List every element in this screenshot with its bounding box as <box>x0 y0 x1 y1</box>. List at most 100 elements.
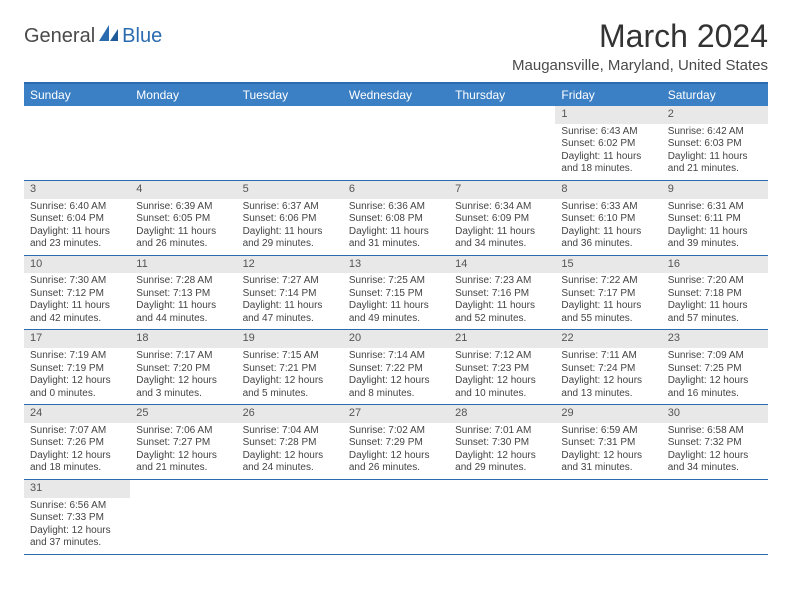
day-header-cell: Thursday <box>449 84 555 106</box>
sunset-line: Sunset: 7:17 PM <box>561 288 655 301</box>
calendar: SundayMondayTuesdayWednesdayThursdayFrid… <box>24 82 768 555</box>
daylight-line: Daylight: 12 hours and 3 minutes. <box>136 375 230 400</box>
daylight-line: Daylight: 12 hours and 0 minutes. <box>30 375 124 400</box>
sunrise-line: Sunrise: 7:11 AM <box>561 350 655 363</box>
sunrise-line: Sunrise: 6:56 AM <box>30 500 124 513</box>
day-details: Sunrise: 7:28 AMSunset: 7:13 PMDaylight:… <box>130 273 236 329</box>
day-cell: 26Sunrise: 7:04 AMSunset: 7:28 PMDayligh… <box>237 405 343 479</box>
sunrise-line: Sunrise: 6:58 AM <box>668 425 762 438</box>
sunset-line: Sunset: 7:21 PM <box>243 363 337 376</box>
sunrise-line: Sunrise: 7:25 AM <box>349 275 443 288</box>
day-number: 14 <box>449 256 555 274</box>
sunset-line: Sunset: 7:29 PM <box>349 437 443 450</box>
day-details: Sunrise: 6:40 AMSunset: 6:04 PMDaylight:… <box>24 199 130 255</box>
daylight-line: Daylight: 11 hours and 44 minutes. <box>136 300 230 325</box>
day-cell: 15Sunrise: 7:22 AMSunset: 7:17 PMDayligh… <box>555 256 661 330</box>
day-cell: 23Sunrise: 7:09 AMSunset: 7:25 PMDayligh… <box>662 330 768 404</box>
empty-cell <box>555 480 661 554</box>
daylight-line: Daylight: 11 hours and 31 minutes. <box>349 226 443 251</box>
sunset-line: Sunset: 6:09 PM <box>455 213 549 226</box>
sunrise-line: Sunrise: 7:22 AM <box>561 275 655 288</box>
day-cell: 21Sunrise: 7:12 AMSunset: 7:23 PMDayligh… <box>449 330 555 404</box>
empty-cell <box>449 106 555 180</box>
day-number: 30 <box>662 405 768 423</box>
day-number: 7 <box>449 181 555 199</box>
sunrise-line: Sunrise: 7:17 AM <box>136 350 230 363</box>
sunset-line: Sunset: 6:05 PM <box>136 213 230 226</box>
day-number: 17 <box>24 330 130 348</box>
day-details: Sunrise: 7:27 AMSunset: 7:14 PMDaylight:… <box>237 273 343 329</box>
day-number: 4 <box>130 181 236 199</box>
day-cell: 22Sunrise: 7:11 AMSunset: 7:24 PMDayligh… <box>555 330 661 404</box>
empty-cell <box>130 106 236 180</box>
daylight-line: Daylight: 11 hours and 29 minutes. <box>243 226 337 251</box>
daylight-line: Daylight: 12 hours and 13 minutes. <box>561 375 655 400</box>
empty-cell <box>130 480 236 554</box>
sunrise-line: Sunrise: 7:30 AM <box>30 275 124 288</box>
day-cell: 5Sunrise: 6:37 AMSunset: 6:06 PMDaylight… <box>237 181 343 255</box>
day-cell: 28Sunrise: 7:01 AMSunset: 7:30 PMDayligh… <box>449 405 555 479</box>
day-details: Sunrise: 7:30 AMSunset: 7:12 PMDaylight:… <box>24 273 130 329</box>
day-details: Sunrise: 6:42 AMSunset: 6:03 PMDaylight:… <box>662 124 768 180</box>
daylight-line: Daylight: 11 hours and 52 minutes. <box>455 300 549 325</box>
sunset-line: Sunset: 7:25 PM <box>668 363 762 376</box>
daylight-line: Daylight: 12 hours and 31 minutes. <box>561 450 655 475</box>
sunrise-line: Sunrise: 7:04 AM <box>243 425 337 438</box>
day-details: Sunrise: 7:09 AMSunset: 7:25 PMDaylight:… <box>662 348 768 404</box>
sunrise-line: Sunrise: 7:19 AM <box>30 350 124 363</box>
daylight-line: Daylight: 12 hours and 10 minutes. <box>455 375 549 400</box>
sunset-line: Sunset: 7:31 PM <box>561 437 655 450</box>
day-cell: 3Sunrise: 6:40 AMSunset: 6:04 PMDaylight… <box>24 181 130 255</box>
empty-cell <box>662 480 768 554</box>
sunset-line: Sunset: 7:32 PM <box>668 437 762 450</box>
daylight-line: Daylight: 12 hours and 16 minutes. <box>668 375 762 400</box>
day-details: Sunrise: 7:07 AMSunset: 7:26 PMDaylight:… <box>24 423 130 479</box>
location: Maugansville, Maryland, United States <box>512 57 768 74</box>
day-cell: 27Sunrise: 7:02 AMSunset: 7:29 PMDayligh… <box>343 405 449 479</box>
day-header-cell: Tuesday <box>237 84 343 106</box>
sunrise-line: Sunrise: 6:34 AM <box>455 201 549 214</box>
empty-cell <box>449 480 555 554</box>
day-number: 31 <box>24 480 130 498</box>
daylight-line: Daylight: 12 hours and 26 minutes. <box>349 450 443 475</box>
daylight-line: Daylight: 12 hours and 24 minutes. <box>243 450 337 475</box>
day-cell: 2Sunrise: 6:42 AMSunset: 6:03 PMDaylight… <box>662 106 768 180</box>
day-number: 19 <box>237 330 343 348</box>
daylight-line: Daylight: 12 hours and 5 minutes. <box>243 375 337 400</box>
day-cell: 29Sunrise: 6:59 AMSunset: 7:31 PMDayligh… <box>555 405 661 479</box>
day-details: Sunrise: 7:17 AMSunset: 7:20 PMDaylight:… <box>130 348 236 404</box>
sunrise-line: Sunrise: 6:39 AM <box>136 201 230 214</box>
day-number: 18 <box>130 330 236 348</box>
day-number: 29 <box>555 405 661 423</box>
sunset-line: Sunset: 6:08 PM <box>349 213 443 226</box>
daylight-line: Daylight: 12 hours and 8 minutes. <box>349 375 443 400</box>
day-header-cell: Monday <box>130 84 236 106</box>
day-number: 9 <box>662 181 768 199</box>
day-number: 11 <box>130 256 236 274</box>
day-details: Sunrise: 6:43 AMSunset: 6:02 PMDaylight:… <box>555 124 661 180</box>
day-cell: 7Sunrise: 6:34 AMSunset: 6:09 PMDaylight… <box>449 181 555 255</box>
day-details: Sunrise: 7:22 AMSunset: 7:17 PMDaylight:… <box>555 273 661 329</box>
day-cell: 11Sunrise: 7:28 AMSunset: 7:13 PMDayligh… <box>130 256 236 330</box>
sunset-line: Sunset: 7:14 PM <box>243 288 337 301</box>
empty-cell <box>237 106 343 180</box>
sunset-line: Sunset: 7:24 PM <box>561 363 655 376</box>
day-number: 8 <box>555 181 661 199</box>
day-number: 25 <box>130 405 236 423</box>
sunset-line: Sunset: 6:03 PM <box>668 138 762 151</box>
day-number: 2 <box>662 106 768 124</box>
day-cell: 30Sunrise: 6:58 AMSunset: 7:32 PMDayligh… <box>662 405 768 479</box>
day-cell: 20Sunrise: 7:14 AMSunset: 7:22 PMDayligh… <box>343 330 449 404</box>
sunset-line: Sunset: 6:06 PM <box>243 213 337 226</box>
header: General Blue March 2024 Maugansville, Ma… <box>24 18 768 74</box>
day-details: Sunrise: 7:14 AMSunset: 7:22 PMDaylight:… <box>343 348 449 404</box>
day-number: 5 <box>237 181 343 199</box>
sunset-line: Sunset: 7:12 PM <box>30 288 124 301</box>
day-cell: 13Sunrise: 7:25 AMSunset: 7:15 PMDayligh… <box>343 256 449 330</box>
day-cell: 8Sunrise: 6:33 AMSunset: 6:10 PMDaylight… <box>555 181 661 255</box>
day-number: 21 <box>449 330 555 348</box>
day-cell: 25Sunrise: 7:06 AMSunset: 7:27 PMDayligh… <box>130 405 236 479</box>
day-cell: 1Sunrise: 6:43 AMSunset: 6:02 PMDaylight… <box>555 106 661 180</box>
daylight-line: Daylight: 12 hours and 29 minutes. <box>455 450 549 475</box>
daylight-line: Daylight: 11 hours and 21 minutes. <box>668 151 762 176</box>
